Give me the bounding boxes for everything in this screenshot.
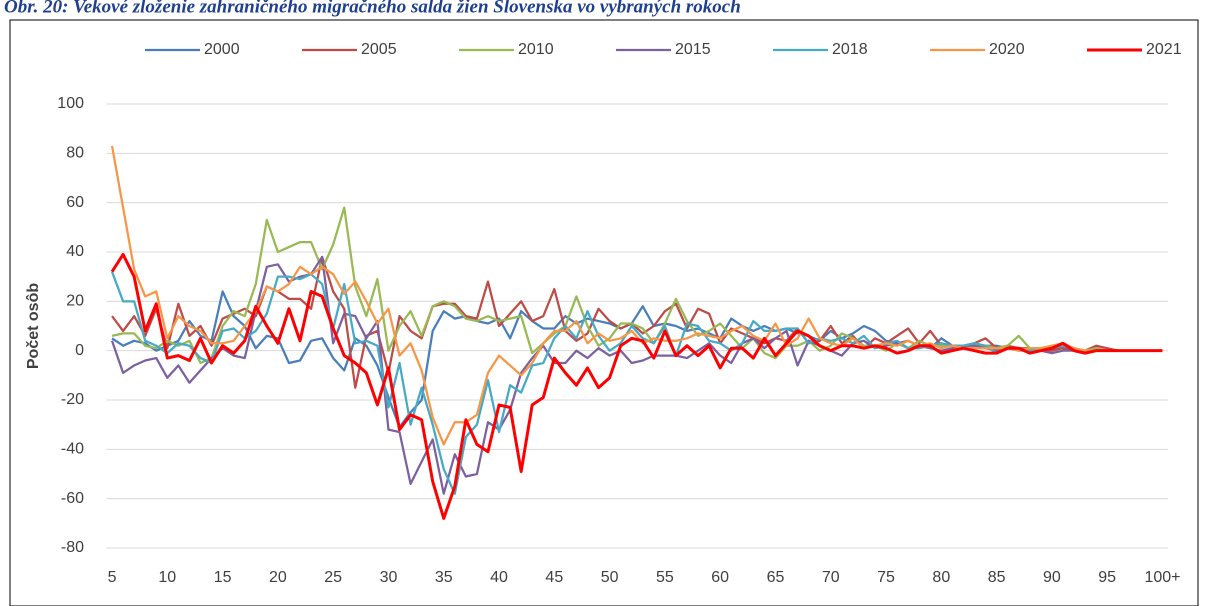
legend-label: 2000 xyxy=(204,41,240,58)
y-tick-label: -40 xyxy=(61,441,84,458)
y-tick-label: 40 xyxy=(66,243,84,260)
x-tick-label: 45 xyxy=(545,569,563,586)
y-tick-label: -60 xyxy=(61,490,84,507)
x-tick-label: 20 xyxy=(269,569,287,586)
y-tick-label: 60 xyxy=(66,194,84,211)
y-axis-label: Počet osôb xyxy=(25,283,42,369)
x-tick-label: 5 xyxy=(108,569,117,586)
legend-label: 2020 xyxy=(989,41,1025,58)
series-line xyxy=(110,252,1163,520)
x-tick-label: 55 xyxy=(656,569,674,586)
legend-label: 2010 xyxy=(518,41,554,58)
y-tick-label: 80 xyxy=(66,145,84,162)
chart-frame xyxy=(9,19,1199,606)
x-tick-label: 50 xyxy=(601,569,619,586)
y-tick-label: -80 xyxy=(61,539,84,556)
x-tick-label: 30 xyxy=(380,569,398,586)
x-tick-label: 10 xyxy=(158,569,176,586)
x-tick-label: 85 xyxy=(988,569,1006,586)
x-tick-label: 65 xyxy=(767,569,785,586)
y-tick-label: 100 xyxy=(57,95,84,112)
x-tick-label: 25 xyxy=(324,569,342,586)
y-tick-label: 0 xyxy=(75,342,84,359)
x-tick-label: 75 xyxy=(877,569,895,586)
legend-label: 2015 xyxy=(675,41,711,58)
x-tick-label: 35 xyxy=(435,569,453,586)
x-tick-label: 70 xyxy=(822,569,840,586)
x-tick-label: 40 xyxy=(490,569,508,586)
y-tick-label: 20 xyxy=(66,293,84,310)
series-line xyxy=(110,271,1163,495)
x-tick-label: 60 xyxy=(711,569,729,586)
x-tick-label: 95 xyxy=(1098,569,1116,586)
series-line xyxy=(111,255,1163,389)
x-tick-label: 90 xyxy=(1043,569,1061,586)
legend-label: 2021 xyxy=(1146,41,1182,58)
x-tick-label: 80 xyxy=(932,569,950,586)
x-tick-label: 100+ xyxy=(1144,569,1180,586)
x-tick-label: 15 xyxy=(214,569,232,586)
legend-label: 2018 xyxy=(832,41,868,58)
legend-label: 2005 xyxy=(361,41,397,58)
y-tick-label: -20 xyxy=(61,391,84,408)
series-line xyxy=(110,145,1163,446)
chart-title: Obr. 20: Vekové zloženie zahraničného mi… xyxy=(4,0,741,17)
